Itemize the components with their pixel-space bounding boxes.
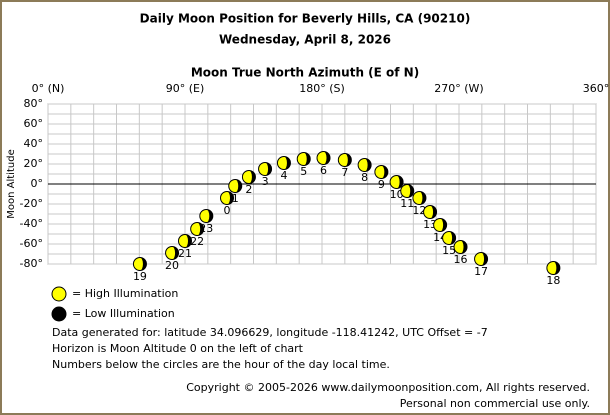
hour-label: 23 [199,222,213,235]
y-tick-label: 40° [24,137,44,150]
hour-label: 22 [190,235,204,248]
hour-label: 7 [341,166,348,179]
hour-label: 19 [133,270,147,283]
hour-label: 5 [300,165,307,178]
y-tick-label: -80° [20,257,43,270]
copyright: Personal non commercial use only. [400,397,590,410]
moon-shadow [206,209,213,223]
hour-label: 17 [474,265,488,278]
y-axis-title: Moon Altitude [6,149,17,218]
copyright: Copyright © 2005-2026 www.dailymoonposit… [186,381,590,394]
chart-subtitle: Wednesday, April 8, 2026 [219,33,391,47]
moon-shadow [344,153,352,167]
x-tick-label: 270° (W) [434,82,483,95]
hour-label: 6 [320,164,327,177]
moon-shadow [460,240,468,254]
y-tick-label: -20° [20,197,43,210]
hour-label: 11 [400,197,414,210]
x-axis-title: Moon True North Azimuth (E of N) [191,66,419,80]
moon-shadow [172,246,179,260]
hour-label: 8 [361,171,368,184]
y-tick-label: -40° [20,217,43,230]
x-tick-label: 90° (E) [166,82,205,95]
y-tick-label: 80° [24,97,44,110]
hour-label: 2 [245,183,252,196]
legend-swatch [51,306,67,322]
hour-label: 0 [224,204,231,217]
moon-shadow [323,151,331,165]
hour-label: 3 [262,175,269,188]
moon-shadow [185,234,192,248]
moon-shadow [235,179,242,193]
moon-shadow [139,257,147,271]
legend-label: = High Illumination [72,287,178,300]
x-tick-label: 360° [583,82,610,95]
moon-shadow [407,184,414,198]
hour-label: 9 [378,178,385,191]
hour-label: 21 [178,247,192,260]
hour-label: 16 [454,253,468,266]
hour-label: 15 [442,244,456,257]
hour-label: 4 [280,169,287,182]
moon-shadow [303,152,311,166]
hour-label: 13 [423,218,437,231]
legend-label: = Low Illumination [72,307,175,320]
legend-swatch [51,286,67,302]
moon-shadow [419,191,426,205]
moon-shadow [227,191,234,205]
moon-shadow [396,175,404,189]
note: Data generated for: latitude 34.096629, … [52,326,488,339]
x-tick-label: 180° (S) [299,82,345,95]
y-tick-label: 20° [24,157,44,170]
hour-label: 20 [165,259,179,272]
moon-shadow [440,218,447,232]
note: Horizon is Moon Altitude 0 on the left o… [52,342,304,355]
y-tick-label: 0° [31,177,44,190]
moon-shadow [197,222,204,236]
note: Numbers below the circles are the hour o… [52,358,390,371]
moon-shadow [430,205,437,219]
y-tick-label: 60° [24,117,44,130]
moon-shadow [449,231,456,245]
hour-label: 1 [232,192,239,205]
hour-label: 18 [546,274,560,287]
x-tick-label: 0° (N) [32,82,65,95]
moon-shadow [553,261,560,275]
moon-shadow [265,162,272,176]
hour-label: 10 [390,188,404,201]
moon-shadow [364,158,372,172]
moon-shadow [283,156,291,170]
moon-shadow [381,165,388,179]
moon-shadow [481,252,488,266]
chart-title: Daily Moon Position for Beverly Hills, C… [140,12,471,26]
y-tick-label: -60° [20,237,43,250]
hour-label: 12 [412,204,426,217]
moon-shadow [248,170,256,184]
